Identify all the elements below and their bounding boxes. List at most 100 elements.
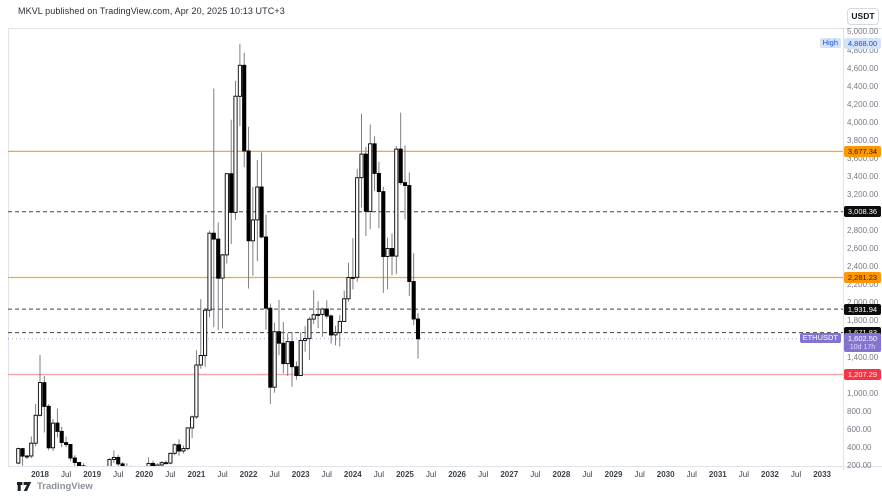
price-axis-label: 1,400.00 <box>847 352 879 362</box>
time-axis-label: 2018 <box>31 470 49 479</box>
time-axis-label: Jul <box>269 470 280 479</box>
price-level-value: 1,931.94 <box>847 304 878 314</box>
candle <box>220 253 225 329</box>
candle <box>268 303 273 404</box>
price-axis-label: 2,400.00 <box>847 262 879 272</box>
time-axis-label: 2027 <box>500 470 519 479</box>
time-axis-label: Jul <box>478 470 489 479</box>
time-axis-label: 2024 <box>343 470 362 479</box>
price-axis-label: 800.00 <box>847 406 872 416</box>
candle <box>281 322 286 374</box>
candle <box>415 313 421 359</box>
price-level-box: 1,207.29 <box>844 369 881 380</box>
candle <box>242 52 247 168</box>
time-axis-label: Jul <box>321 470 332 479</box>
price-axis-label: 3,800.00 <box>847 135 879 145</box>
candle <box>307 316 312 360</box>
symbol-badge: ETHUSDT <box>799 333 841 344</box>
price-axis-label: 4,400.00 <box>847 81 879 91</box>
price-axis-label: 2,600.00 <box>847 244 879 254</box>
candle <box>346 262 351 302</box>
candle <box>363 146 368 236</box>
publish-attribution: MKVL published on TradingView.com, Apr 2… <box>18 6 285 16</box>
time-axis-label: Jul <box>582 470 593 479</box>
candle <box>33 404 38 447</box>
price-axis-label: 400.00 <box>847 442 872 452</box>
currency-toggle-button[interactable]: USDT <box>847 8 879 25</box>
candle <box>289 331 295 387</box>
candle <box>394 146 399 275</box>
candle <box>333 325 338 346</box>
candle <box>20 447 25 466</box>
candle <box>211 88 216 328</box>
time-axis-label: 2028 <box>552 470 571 479</box>
candle <box>311 290 316 324</box>
candle <box>72 455 77 466</box>
time-axis-label: 2025 <box>396 470 414 479</box>
price-level-box: 1,931.94 <box>844 303 881 315</box>
time-axis-label: 2033 <box>813 470 831 479</box>
candle <box>316 301 321 329</box>
price-axis-label: 1,000.00 <box>847 388 879 398</box>
time-axis-label: 2029 <box>604 470 623 479</box>
candle <box>55 408 60 438</box>
candle <box>216 222 221 330</box>
candle <box>224 173 229 264</box>
candle <box>29 436 34 459</box>
candle <box>190 415 195 439</box>
chart-frame <box>8 28 882 470</box>
candle <box>77 462 82 466</box>
price-axis-label: 3,400.00 <box>847 171 879 181</box>
price-axis-label: 4,600.00 <box>847 63 879 73</box>
candle <box>285 333 290 377</box>
time-axis-label: 2021 <box>187 470 206 479</box>
price-axis-label: 1,800.00 <box>847 316 879 326</box>
price-axis-label: 4,800.00 <box>847 45 879 55</box>
candle <box>194 350 199 419</box>
candle <box>64 436 69 448</box>
candle <box>342 290 347 322</box>
candle <box>407 172 412 296</box>
candle <box>276 300 282 356</box>
candle <box>298 332 303 377</box>
candle <box>46 404 51 451</box>
candle <box>159 461 164 466</box>
candle <box>203 308 208 367</box>
price-level-value: 3,008.36 <box>847 207 878 217</box>
candle <box>324 300 329 319</box>
candle <box>16 447 21 465</box>
candle <box>398 112 403 185</box>
candle <box>42 376 47 433</box>
price-axis-label: 4,000.00 <box>847 117 879 127</box>
candle <box>155 463 160 466</box>
candle <box>329 314 334 344</box>
candle <box>150 460 156 466</box>
time-axis-label: Jul <box>60 470 72 479</box>
price-axis-label: 5,000.00 <box>847 27 879 37</box>
price-level-value: 2,281.23 <box>847 273 878 282</box>
candle <box>233 80 238 221</box>
candle <box>303 326 308 352</box>
candle <box>320 307 325 337</box>
candle <box>263 214 269 330</box>
candle <box>359 113 364 208</box>
price-level-box: 3,677.34 <box>844 145 881 157</box>
price-level-box: 1,671.83 <box>844 327 881 339</box>
candle <box>104 467 107 471</box>
tradingview-branding[interactable]: TradingView <box>17 481 93 492</box>
price-level-value: 4,868.00 <box>847 39 878 49</box>
candle <box>272 322 277 393</box>
candle <box>59 426 64 448</box>
candle <box>255 160 260 262</box>
price-level-value: 1,207.29 <box>847 370 878 379</box>
time-axis-label: Jul <box>686 470 697 479</box>
price-level-value: 1,602.50 <box>847 333 878 343</box>
candle <box>111 450 116 464</box>
candle <box>172 443 177 456</box>
price-axis-label: 2,200.00 <box>847 280 879 290</box>
candle <box>207 230 212 318</box>
tradingview-logo-icon <box>17 482 32 491</box>
price-level-box: 3,008.36 <box>844 206 881 218</box>
